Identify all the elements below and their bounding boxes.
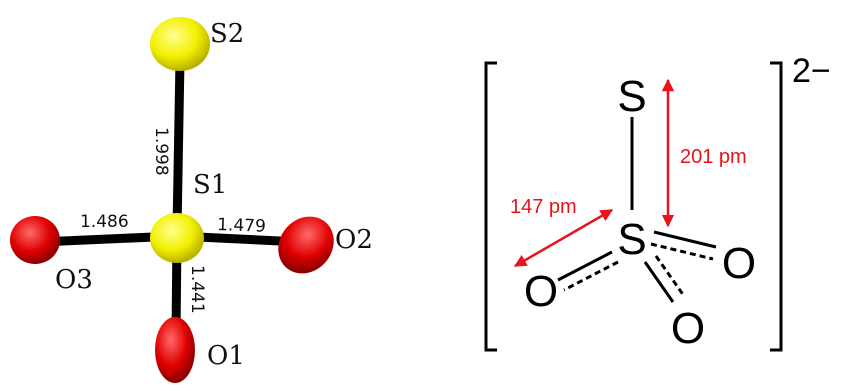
atom-o3 <box>10 216 60 264</box>
bond <box>645 262 673 302</box>
bond-length: 1.441 <box>187 265 207 314</box>
bond <box>564 262 618 290</box>
atom-label: O <box>671 304 705 353</box>
atom-label: O1 <box>207 341 245 371</box>
bracket <box>770 63 781 350</box>
diagram: S2 S1 O3 O2 O1 1.998 1.486 1.479 1.441 S… <box>0 0 849 391</box>
bond-length: 1.998 <box>151 127 171 176</box>
atom-label: O <box>524 267 558 316</box>
charge: 2− <box>792 52 831 90</box>
atom-s2 <box>150 17 210 71</box>
bond <box>651 244 713 259</box>
distance-label: 147 pm <box>510 196 577 218</box>
bond <box>558 252 612 280</box>
atom-o2 <box>267 205 345 284</box>
atom-label: S1 <box>193 170 227 200</box>
atom-label: S2 <box>210 19 244 49</box>
bond-length: 1.479 <box>217 215 266 237</box>
bond-length: 1.486 <box>80 212 129 232</box>
distance-label: 201 pm <box>680 146 747 168</box>
atom-label: O2 <box>335 225 373 255</box>
distance-arrow <box>515 210 612 266</box>
bond <box>177 60 180 230</box>
bond <box>656 256 684 296</box>
atom-label: S <box>617 215 646 264</box>
bond <box>654 232 716 247</box>
atom-label: O <box>722 239 756 288</box>
atom-o1 <box>155 317 195 383</box>
bracket <box>486 63 497 350</box>
atom-label: O3 <box>55 265 93 295</box>
atom-label: S <box>617 72 646 121</box>
atom-s1 <box>150 213 204 263</box>
